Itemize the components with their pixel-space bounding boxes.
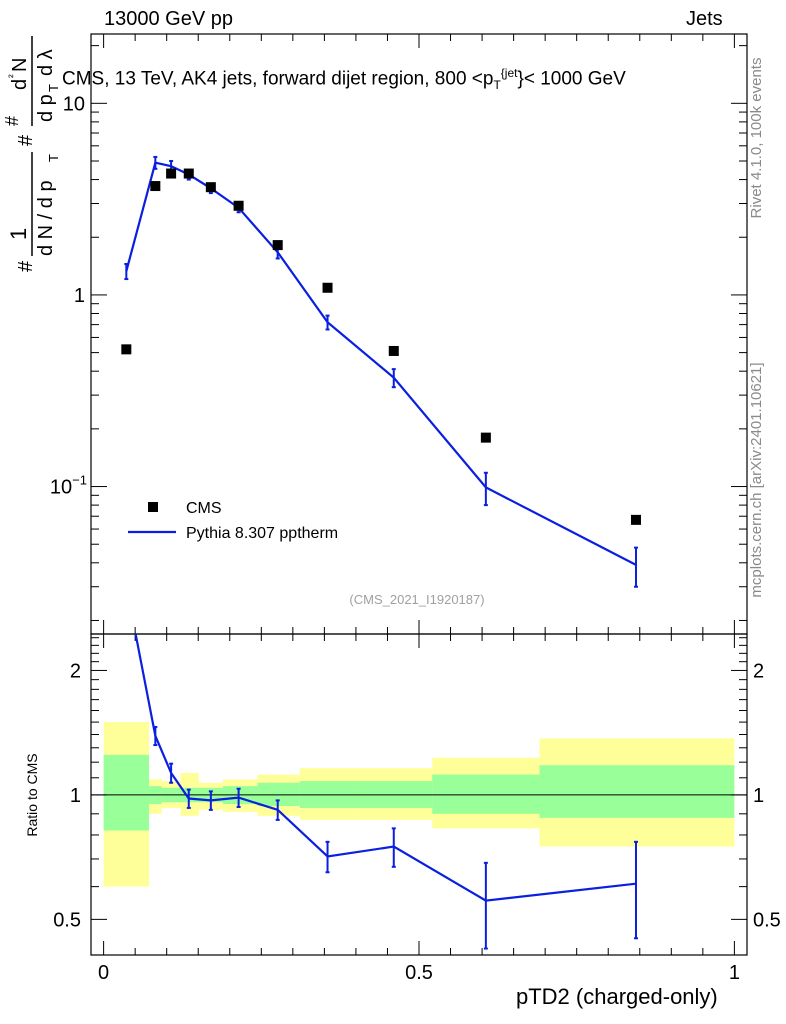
legend-cms-label: CMS <box>186 500 222 517</box>
ylabel-hash-3: # <box>2 116 22 126</box>
ratio-y-tick-label-left: 0.5 <box>53 909 81 931</box>
main-y-tick-label-base: 10 <box>50 477 72 499</box>
ratio-y-tick-label-left: 1 <box>70 785 81 807</box>
title-text-post: }< 1000 GeV <box>517 68 626 90</box>
ratio-band-inner-bin <box>103 754 150 831</box>
main-y-tick-label: 10−1 <box>50 473 87 499</box>
cms-data-point <box>322 282 333 293</box>
cms-data-point <box>388 345 399 356</box>
cms-data-point <box>183 168 194 179</box>
ylabel-denominator-sub: T <box>46 154 61 162</box>
x-tick-label: 1 <box>729 962 740 984</box>
legend-cms-marker <box>148 502 158 512</box>
main-y-tick-label: 1 <box>74 285 85 307</box>
ylabel-squared: ² <box>7 74 19 78</box>
ratio-data <box>134 634 638 950</box>
cms-data-point <box>121 344 132 355</box>
x-axis-label: pTD2 (charged-only) <box>516 984 718 1009</box>
main-data <box>121 155 641 588</box>
ratio-y-tick-label-right: 2 <box>753 660 764 682</box>
header-collision-label: 13000 GeV pp <box>104 8 233 30</box>
ylabel-d: d <box>9 79 31 90</box>
ylabel-hash-1: # <box>15 260 37 272</box>
ylabel-dp: d p <box>35 94 57 122</box>
main-y-axis-label: #1 d N / d p T # d² N # d p Td λ <box>2 36 61 272</box>
rivet-version-text: Rivet 4.1.0, 100k events <box>748 58 765 219</box>
x-tick-label: 0 <box>98 962 109 984</box>
ylabel-dp-sub: T <box>46 84 61 92</box>
ylabel-denominator: d N / d p <box>35 180 57 256</box>
ratio-y-axis-label: Ratio to CMS <box>24 753 40 836</box>
ylabel-hash-2: # <box>15 134 37 146</box>
chart-title: CMS, 13 TeV, AK4 jets, forward dijet reg… <box>62 66 626 92</box>
title-subscript: T <box>493 78 501 93</box>
title-superscript: {jet <box>500 66 518 80</box>
cms-data-point <box>166 168 177 179</box>
cms-data-point <box>205 182 216 193</box>
ratio-y-tick-label-left: 2 <box>70 660 81 682</box>
ratio-pythia-line <box>134 634 637 902</box>
cms-data-point <box>233 200 244 211</box>
ratio-y-tick-label-right: 1 <box>753 785 764 807</box>
mcplots-credit-text: mcplots.cern.ch [arXiv:2401.10621] <box>748 362 765 597</box>
ratio-band-inner-bin <box>257 782 300 807</box>
ratio-band-inner-bin <box>432 774 540 814</box>
cms-data-point <box>272 240 283 251</box>
x-tick-label: 0.5 <box>405 962 433 984</box>
ratio-y-tick-label-right: 0.5 <box>753 909 781 931</box>
analysis-tag: (CMS_2021_I1920187) <box>349 592 484 607</box>
main-y-tick-label: 10 <box>63 93 85 115</box>
legend-pythia-label: Pythia 8.307 pptherm <box>186 525 338 542</box>
main-frame <box>90 33 748 635</box>
ylabel-dlambda: d λ <box>35 49 57 76</box>
ylabel-N: N <box>9 58 31 72</box>
title-text-pre: CMS, 13 TeV, AK4 jets, forward dijet reg… <box>62 68 494 90</box>
cms-data-point <box>480 432 491 443</box>
main-y-tick-label-exponent: −1 <box>72 473 87 488</box>
header-category-label: Jets <box>686 8 723 30</box>
cms-data-point <box>630 514 641 525</box>
ratio-bands <box>103 722 735 887</box>
ylabel-one: 1 <box>6 228 31 240</box>
ratio-band-inner-bin <box>539 765 735 818</box>
cms-data-point <box>150 181 161 192</box>
